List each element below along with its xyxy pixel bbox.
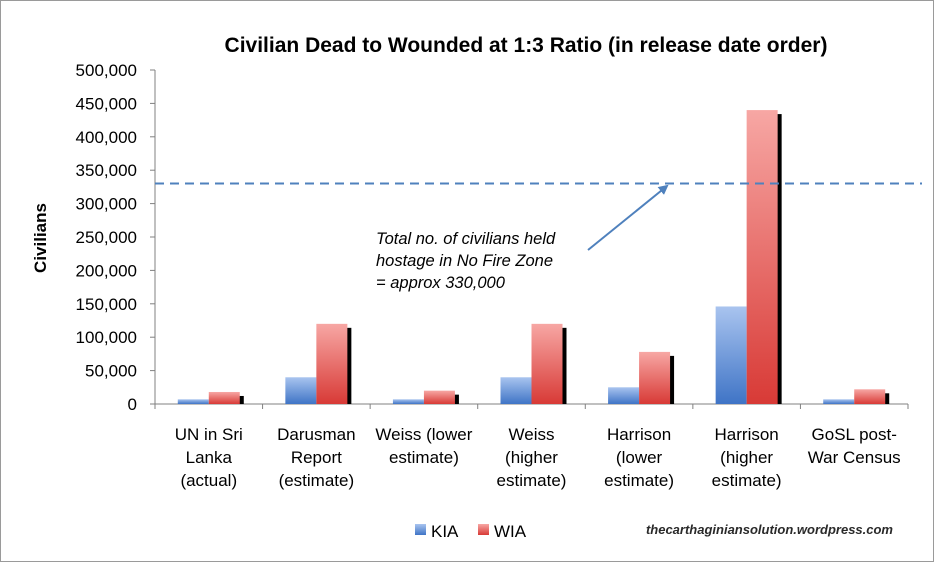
bar-kia	[177, 399, 209, 404]
y-tick-label: 400,000	[76, 128, 137, 147]
legend-label-kia: KIA	[431, 522, 459, 541]
x-category-label: Weiss (lower estimate)	[375, 425, 472, 467]
bar-wia	[639, 351, 671, 404]
y-axis-label: Civilians	[31, 203, 50, 273]
x-category-label-line: estimate)	[604, 471, 674, 490]
bar-kia	[392, 399, 424, 404]
annotation-line-2: hostage in No Fire Zone	[376, 252, 553, 270]
y-tick-label: 250,000	[76, 228, 137, 247]
x-category-label: Darusman Report (estimate)	[277, 425, 355, 490]
x-category-label-line: Harrison	[607, 425, 671, 444]
y-tick-label: 200,000	[76, 261, 137, 280]
x-category-label-line: estimate)	[389, 448, 459, 467]
y-tick-label: 450,000	[76, 94, 137, 113]
x-category-label: Harrison (lower estimate)	[604, 425, 674, 490]
legend-swatch-kia	[415, 524, 426, 535]
x-category-label-line: Lanka	[186, 448, 233, 467]
x-category-label-line: UN in Sri	[175, 425, 243, 444]
x-category-label: Weiss (higher estimate)	[497, 425, 567, 490]
bar-wia	[746, 110, 778, 404]
annotation-line-3: = approx 330,000	[376, 274, 506, 292]
x-category-label: GoSL post- War Census	[808, 425, 901, 467]
y-tick-label: 300,000	[76, 195, 137, 214]
bar-kia	[500, 377, 532, 404]
credit-text: thecarthaginiansolution.wordpress.com	[646, 522, 893, 537]
x-category-label-line: War Census	[808, 448, 901, 467]
bar-kia	[285, 377, 317, 404]
x-axis-categories: UN in Sri Lanka (actual) Darusman Report (est…	[154, 404, 909, 490]
y-tick-label: 0	[128, 395, 137, 414]
x-category-label-line: (estimate)	[279, 471, 355, 490]
x-category-label-line: Weiss	[509, 425, 555, 444]
bar-wia	[854, 389, 886, 404]
bar-wia	[316, 323, 348, 404]
y-tick-label: 50,000	[85, 362, 137, 381]
x-category-label-line: Darusman	[277, 425, 355, 444]
y-tick-label: 350,000	[76, 161, 137, 180]
bars	[177, 110, 890, 404]
bar-kia	[715, 306, 747, 404]
bar-wia	[531, 323, 563, 404]
x-category-label-line: estimate)	[712, 471, 782, 490]
y-tick-label: 100,000	[76, 328, 137, 347]
x-category-label-line: (higher	[505, 448, 558, 467]
y-tick-label: 150,000	[76, 295, 137, 314]
x-category-label-line: estimate)	[497, 471, 567, 490]
x-category-label-line: (lower	[616, 448, 663, 467]
x-category-label: UN in Sri Lanka (actual)	[175, 425, 243, 490]
bar-kia	[608, 387, 640, 404]
legend: KIA WIA	[415, 522, 527, 541]
x-category-label-line: Weiss (lower	[375, 425, 472, 444]
x-category-label-line: Report	[291, 448, 342, 467]
chart-title: Civilian Dead to Wounded at 1:3 Ratio (i…	[225, 34, 828, 57]
annotation-line-1: Total no. of civilians held	[376, 230, 556, 248]
y-axis-ticks: 0 50,000 100,000 150,000 200,000 250,000 300,0…	[76, 61, 155, 414]
y-tick-label: 500,000	[76, 61, 137, 80]
annotation-text: Total no. of civilians held hostage in N…	[376, 230, 560, 292]
x-category-label-line: GoSL post-	[812, 425, 897, 444]
x-category-label-line: Harrison	[715, 425, 779, 444]
bar-wia	[423, 390, 455, 404]
legend-label-wia: WIA	[494, 522, 527, 541]
bar-wia	[208, 391, 240, 404]
x-category-label-line: (higher	[720, 448, 773, 467]
legend-swatch-wia	[478, 524, 489, 535]
x-category-label-line: (actual)	[180, 471, 237, 490]
bar-kia	[823, 399, 855, 404]
x-category-label: Harrison (higher estimate)	[712, 425, 782, 490]
annotation-arrow	[587, 184, 669, 251]
